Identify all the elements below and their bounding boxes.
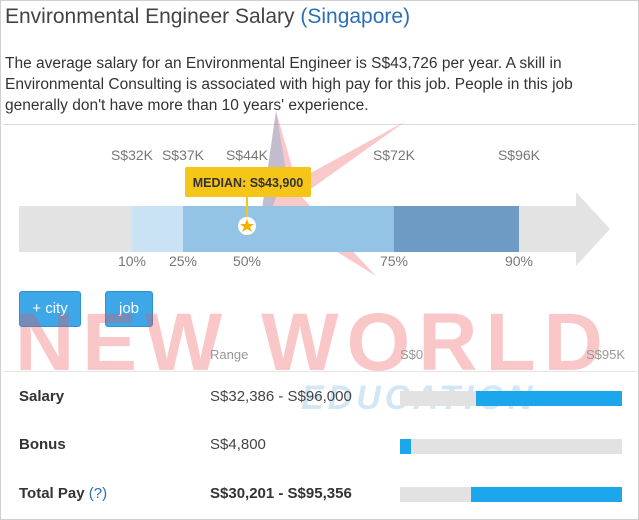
median-badge xyxy=(185,167,311,197)
value-tick-label: S$72K xyxy=(373,147,416,163)
range-bar-fill xyxy=(475,391,622,406)
range-bar-fill xyxy=(470,487,622,502)
range-column-header: Range xyxy=(210,347,249,362)
range-bar xyxy=(400,487,622,502)
band-25-75 xyxy=(183,206,394,252)
value-tick-label: S$96K xyxy=(498,147,541,163)
row-label-text: Total Pay xyxy=(19,485,85,502)
location-link[interactable]: (Singapore) xyxy=(300,5,411,28)
value-tick-label: S$32K xyxy=(111,147,154,163)
row-value: S$4,800 xyxy=(210,436,266,453)
value-tick-label: S$44K xyxy=(226,147,269,163)
chart-panel xyxy=(3,124,637,485)
range-bar xyxy=(400,439,622,454)
band-10-25 xyxy=(132,206,183,252)
percentile-label: 25% xyxy=(169,253,197,269)
salary-description: The average salary for an Environmental … xyxy=(5,55,573,114)
percentile-label: 75% xyxy=(380,253,408,269)
job-title: Environmental Engineer Salary xyxy=(5,5,295,28)
median-label: MEDIAN: S$43,900 xyxy=(193,176,304,190)
percentile-label: 50% xyxy=(233,253,261,269)
row-value: S$32,386 - S$96,000 xyxy=(210,388,352,405)
scale-min-label: S$0 xyxy=(400,347,424,362)
row-label: Salary xyxy=(19,388,65,405)
row-label: Total Pay (?) xyxy=(19,485,107,502)
row-value: S$30,201 - S$95,356 xyxy=(210,485,352,502)
help-icon[interactable]: (?) xyxy=(88,485,108,502)
job-filter-button[interactable]: job xyxy=(105,291,153,327)
percentile-label: 90% xyxy=(505,253,533,269)
page-title: Environmental Engineer Salary (Singapore… xyxy=(5,5,410,29)
salary-range-chart: S$32K S$37K S$44K S$72K S$96K 10% 25% 50% 75% 90%… xyxy=(19,147,610,269)
band-75-90 xyxy=(394,206,519,252)
add-city-button[interactable]: + city xyxy=(19,291,81,327)
range-bar xyxy=(400,391,622,406)
value-tick-label: S$37K xyxy=(162,147,205,163)
percentile-label: 10% xyxy=(118,253,146,269)
median-star-icon xyxy=(240,219,254,232)
scale-max-label: S$95K xyxy=(586,347,626,362)
range-bar-fill xyxy=(400,439,412,454)
table-divider xyxy=(3,371,637,372)
row-label: Bonus xyxy=(19,436,66,453)
